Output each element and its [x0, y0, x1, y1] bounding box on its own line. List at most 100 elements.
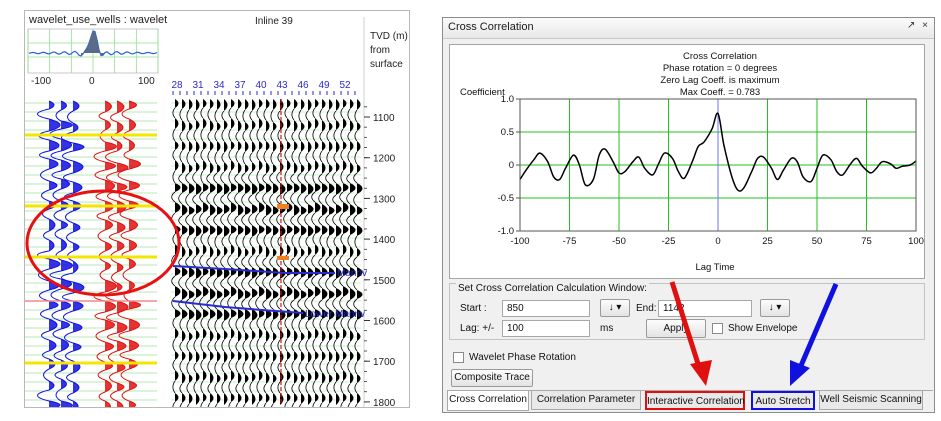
well-wiggle-fill [49, 319, 57, 331]
section-wiggle [200, 170, 204, 184]
well-wiggle [117, 308, 130, 320]
well-wiggle [62, 150, 74, 162]
wavelet-phase-rotation-checkbox[interactable] [453, 352, 464, 363]
section-wiggle [262, 215, 267, 226]
well-tie-display[interactable]: wavelet_use_wells : wavelet -100 0 100 I… [25, 11, 409, 407]
window-titlebar[interactable]: Cross Correlation ↗ × [443, 18, 934, 39]
section-wiggle [213, 277, 218, 291]
section-wiggle [235, 234, 239, 247]
section-wiggle [270, 235, 274, 249]
section-wiggle-fill [350, 246, 354, 258]
section-wiggle [262, 192, 267, 205]
section-wiggle [332, 297, 337, 310]
well-wiggle-fill [105, 120, 111, 130]
section-wiggle [333, 110, 337, 121]
tab-cross-correlation[interactable]: Cross Correlation [447, 391, 529, 411]
section-wiggle-fill [217, 99, 221, 110]
section-wiggle [284, 128, 288, 142]
section-wiggle-fill [329, 206, 335, 215]
start-pick-dropdown[interactable]: ↓ ▾ [600, 299, 630, 317]
section-wiggle-fill [357, 225, 363, 236]
section-wiggle [206, 215, 211, 226]
section-wiggle [228, 128, 232, 142]
tab-well-seismic-scanning[interactable]: Well Seismic Scanning [819, 391, 923, 410]
section-wiggle [298, 130, 302, 142]
section-wiggle [214, 151, 218, 165]
section-wiggle [263, 402, 267, 407]
section-wiggle-fill [315, 351, 319, 360]
well-wiggle-fill [105, 380, 112, 392]
x-tick-label: -50 [612, 236, 626, 247]
well-wiggle-fill [117, 101, 124, 113]
section-wiggle [228, 107, 232, 119]
section-wiggle [187, 403, 190, 407]
section-wiggle-fill [315, 118, 319, 129]
section-wiggle-fill [182, 309, 188, 319]
section-wiggle [270, 382, 274, 394]
section-wiggle-fill [315, 202, 321, 213]
section-wiggle-fill [224, 372, 228, 382]
section-wiggle-fill [210, 309, 216, 319]
well-wiggle-fill [129, 259, 136, 269]
section-wiggle [333, 320, 337, 331]
section-wiggle-fill [315, 286, 321, 297]
section-wiggle-fill [245, 374, 249, 383]
section-wiggle-fill [231, 286, 237, 297]
depth-tick-label: 1300 [373, 194, 396, 205]
section-wiggle-fill [182, 225, 188, 235]
section-wiggle-fill [329, 290, 335, 299]
section-wiggle [346, 299, 351, 310]
well-wiggle-fill [129, 219, 138, 231]
section-wiggle [283, 275, 288, 287]
section-wiggle [312, 128, 316, 142]
section-wiggle-fill [329, 248, 333, 257]
tab-bar: Cross Correlation Correlation Parameter … [447, 390, 933, 411]
well-wiggle [43, 368, 50, 382]
tab-interactive-correlation[interactable]: Interactive Correlation [645, 391, 745, 410]
x-tick-label: -25 [662, 236, 676, 247]
end-pick-dropdown[interactable]: ↓ ▾ [760, 299, 790, 317]
apply-button[interactable]: Apply [646, 319, 706, 338]
section-wiggle-fill [336, 183, 342, 195]
section-wiggle-fill [238, 162, 242, 174]
section-wiggle-fill [224, 351, 228, 363]
section-wiggle-fill [238, 225, 244, 235]
start-input[interactable]: 850 [502, 300, 590, 317]
section-wiggle-fill [294, 246, 298, 258]
section-wiggle-fill [224, 162, 228, 172]
section-wiggle [227, 275, 232, 287]
section-wiggle [234, 173, 239, 184]
section-wiggle-fill [238, 393, 242, 403]
section-wiggle [284, 233, 288, 245]
well-wiggle-fill [129, 340, 139, 351]
trace-number: 37 [234, 80, 246, 91]
well-wiggle [95, 329, 106, 343]
section-wiggle-fill [273, 393, 277, 404]
section-wiggle [319, 402, 323, 407]
section-wiggle [276, 278, 281, 289]
section-wiggle-fill [238, 99, 242, 109]
section-wiggle-fill [203, 351, 207, 360]
composite-trace-button[interactable]: Composite Trace ... [451, 369, 533, 399]
show-envelope-label: Show Envelope [728, 323, 798, 334]
tab-correlation-parameter[interactable]: Correlation Parameter [531, 391, 641, 410]
section-wiggle [291, 234, 295, 247]
show-envelope-checkbox[interactable] [712, 323, 723, 334]
section-wiggle-fill [252, 183, 258, 195]
section-wiggle [339, 212, 344, 226]
well-wiggle-fill [117, 122, 123, 133]
section-wiggle-fill [238, 141, 242, 151]
section-wiggle [347, 341, 351, 352]
section-wiggle [200, 338, 204, 352]
section-wiggle [277, 129, 281, 142]
section-wiggle [319, 108, 323, 121]
section-wiggle [269, 256, 274, 268]
window-controls[interactable]: ↗ × [907, 20, 930, 31]
lag-input[interactable]: 100 [502, 320, 590, 337]
well-wiggle-fill [49, 101, 54, 109]
calc-window-label: Set Cross Correlation Calculation Window… [456, 283, 649, 294]
section-wiggle-fill [336, 141, 340, 153]
window-title: Cross Correlation [448, 21, 534, 33]
tab-auto-stretch[interactable]: Auto Stretch [751, 391, 815, 410]
section-wiggle-fill [301, 351, 305, 362]
